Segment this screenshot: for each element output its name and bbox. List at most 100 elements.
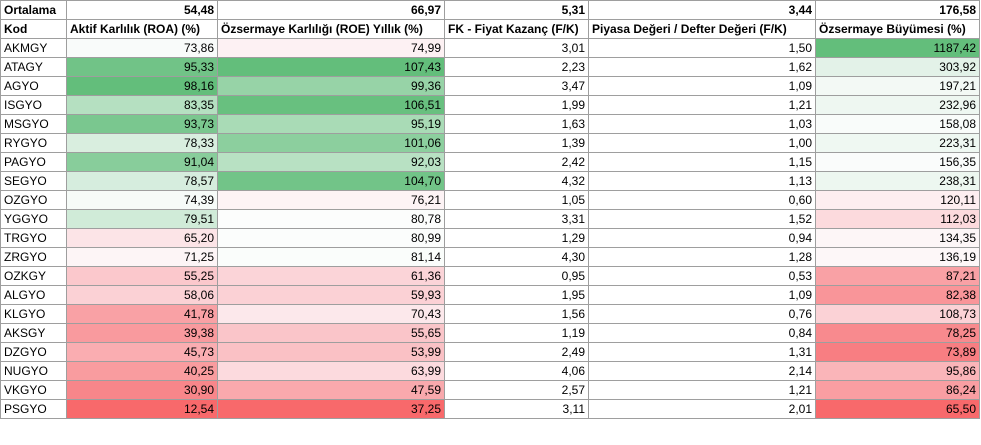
pb-cell[interactable]: 1,03 — [588, 114, 816, 134]
pb-cell[interactable]: 1,31 — [588, 342, 816, 362]
pe-cell[interactable]: 3,47 — [444, 76, 589, 96]
equity-growth-cell[interactable]: 303,92 — [815, 57, 980, 77]
pe-cell[interactable]: 2,57 — [444, 380, 589, 400]
roe-cell[interactable]: 55,65 — [217, 323, 445, 343]
kod-cell[interactable]: OZKGY — [0, 266, 67, 286]
roa-cell[interactable]: 45,73 — [66, 342, 218, 362]
roa-cell[interactable]: 71,25 — [66, 247, 218, 267]
roe-cell[interactable]: 104,70 — [217, 171, 445, 191]
equity-growth-cell[interactable]: 136,19 — [815, 247, 980, 267]
pb-cell[interactable]: 0,94 — [588, 228, 816, 248]
equity-growth-cell[interactable]: 238,31 — [815, 171, 980, 191]
pe-cell[interactable]: 2,42 — [444, 152, 589, 172]
kod-cell[interactable]: AGYO — [0, 76, 67, 96]
average-pb-cell[interactable]: 3,44 — [588, 0, 816, 20]
pb-cell[interactable]: 1,50 — [588, 38, 816, 58]
equity-growth-cell[interactable]: 87,21 — [815, 266, 980, 286]
roe-cell[interactable]: 47,59 — [217, 380, 445, 400]
header-pe[interactable]: FK - Fiyat Kazanç (F/K) — [444, 19, 589, 39]
equity-growth-cell[interactable]: 82,38 — [815, 285, 980, 305]
pb-cell[interactable]: 1,09 — [588, 76, 816, 96]
roa-cell[interactable]: 41,78 — [66, 304, 218, 324]
average-pe-cell[interactable]: 5,31 — [444, 0, 589, 20]
pe-cell[interactable]: 0,95 — [444, 266, 589, 286]
average-label-cell[interactable]: Ortalama — [0, 0, 67, 20]
kod-cell[interactable]: ISGYO — [0, 95, 67, 115]
pe-cell[interactable]: 3,11 — [444, 399, 589, 419]
roe-cell[interactable]: 95,19 — [217, 114, 445, 134]
roa-cell[interactable]: 12,54 — [66, 399, 218, 419]
pe-cell[interactable]: 4,06 — [444, 361, 589, 381]
equity-growth-cell[interactable]: 197,21 — [815, 76, 980, 96]
pb-cell[interactable]: 1,28 — [588, 247, 816, 267]
equity-growth-cell[interactable]: 112,03 — [815, 209, 980, 229]
pe-cell[interactable]: 1,99 — [444, 95, 589, 115]
pb-cell[interactable]: 1,52 — [588, 209, 816, 229]
equity-growth-cell[interactable]: 156,35 — [815, 152, 980, 172]
roa-cell[interactable]: 65,20 — [66, 228, 218, 248]
kod-cell[interactable]: ZRGYO — [0, 247, 67, 267]
roe-cell[interactable]: 70,43 — [217, 304, 445, 324]
pb-cell[interactable]: 1,15 — [588, 152, 816, 172]
kod-cell[interactable]: MSGYO — [0, 114, 67, 134]
header-roe[interactable]: Özsermaye Karlılığı (ROE) Yıllık (%) — [217, 19, 445, 39]
roe-cell[interactable]: 74,99 — [217, 38, 445, 58]
roe-cell[interactable]: 53,99 — [217, 342, 445, 362]
kod-cell[interactable]: DZGYO — [0, 342, 67, 362]
equity-growth-cell[interactable]: 223,31 — [815, 133, 980, 153]
roe-cell[interactable]: 61,36 — [217, 266, 445, 286]
header-equity-growth[interactable]: Özsermaye Büyümesi (%) — [815, 19, 980, 39]
average-equity-growth-cell[interactable]: 176,58 — [815, 0, 980, 20]
roa-cell[interactable]: 74,39 — [66, 190, 218, 210]
kod-cell[interactable]: PSGYO — [0, 399, 67, 419]
pb-cell[interactable]: 1,21 — [588, 380, 816, 400]
roa-cell[interactable]: 95,33 — [66, 57, 218, 77]
kod-cell[interactable]: YGGYO — [0, 209, 67, 229]
roe-cell[interactable]: 101,06 — [217, 133, 445, 153]
average-roe-cell[interactable]: 66,97 — [217, 0, 445, 20]
roa-cell[interactable]: 79,51 — [66, 209, 218, 229]
roa-cell[interactable]: 83,35 — [66, 95, 218, 115]
roa-cell[interactable]: 98,16 — [66, 76, 218, 96]
roa-cell[interactable]: 93,73 — [66, 114, 218, 134]
roa-cell[interactable]: 58,06 — [66, 285, 218, 305]
equity-growth-cell[interactable]: 73,89 — [815, 342, 980, 362]
equity-growth-cell[interactable]: 232,96 — [815, 95, 980, 115]
pb-cell[interactable]: 1,13 — [588, 171, 816, 191]
pe-cell[interactable]: 1,56 — [444, 304, 589, 324]
pe-cell[interactable]: 1,63 — [444, 114, 589, 134]
pe-cell[interactable]: 1,95 — [444, 285, 589, 305]
roa-cell[interactable]: 78,33 — [66, 133, 218, 153]
kod-cell[interactable]: AKMGY — [0, 38, 67, 58]
equity-growth-cell[interactable]: 134,35 — [815, 228, 980, 248]
kod-cell[interactable]: OZGYO — [0, 190, 67, 210]
pb-cell[interactable]: 1,00 — [588, 133, 816, 153]
kod-cell[interactable]: RYGYO — [0, 133, 67, 153]
pe-cell[interactable]: 1,19 — [444, 323, 589, 343]
roe-cell[interactable]: 107,43 — [217, 57, 445, 77]
header-kod[interactable]: Kod — [0, 19, 67, 39]
average-roa-cell[interactable]: 54,48 — [66, 0, 218, 20]
kod-cell[interactable]: NUGYO — [0, 361, 67, 381]
pb-cell[interactable]: 2,01 — [588, 399, 816, 419]
roe-cell[interactable]: 80,78 — [217, 209, 445, 229]
pe-cell[interactable]: 2,49 — [444, 342, 589, 362]
equity-growth-cell[interactable]: 86,24 — [815, 380, 980, 400]
kod-cell[interactable]: ATAGY — [0, 57, 67, 77]
kod-cell[interactable]: KLGYO — [0, 304, 67, 324]
pe-cell[interactable]: 4,32 — [444, 171, 589, 191]
roe-cell[interactable]: 106,51 — [217, 95, 445, 115]
roe-cell[interactable]: 92,03 — [217, 152, 445, 172]
roa-cell[interactable]: 91,04 — [66, 152, 218, 172]
roe-cell[interactable]: 37,25 — [217, 399, 445, 419]
roa-cell[interactable]: 40,25 — [66, 361, 218, 381]
roa-cell[interactable]: 78,57 — [66, 171, 218, 191]
equity-growth-cell[interactable]: 158,08 — [815, 114, 980, 134]
roe-cell[interactable]: 63,99 — [217, 361, 445, 381]
roe-cell[interactable]: 80,99 — [217, 228, 445, 248]
roa-cell[interactable]: 73,86 — [66, 38, 218, 58]
pe-cell[interactable]: 1,39 — [444, 133, 589, 153]
equity-growth-cell[interactable]: 120,11 — [815, 190, 980, 210]
pe-cell[interactable]: 4,30 — [444, 247, 589, 267]
pe-cell[interactable]: 3,01 — [444, 38, 589, 58]
